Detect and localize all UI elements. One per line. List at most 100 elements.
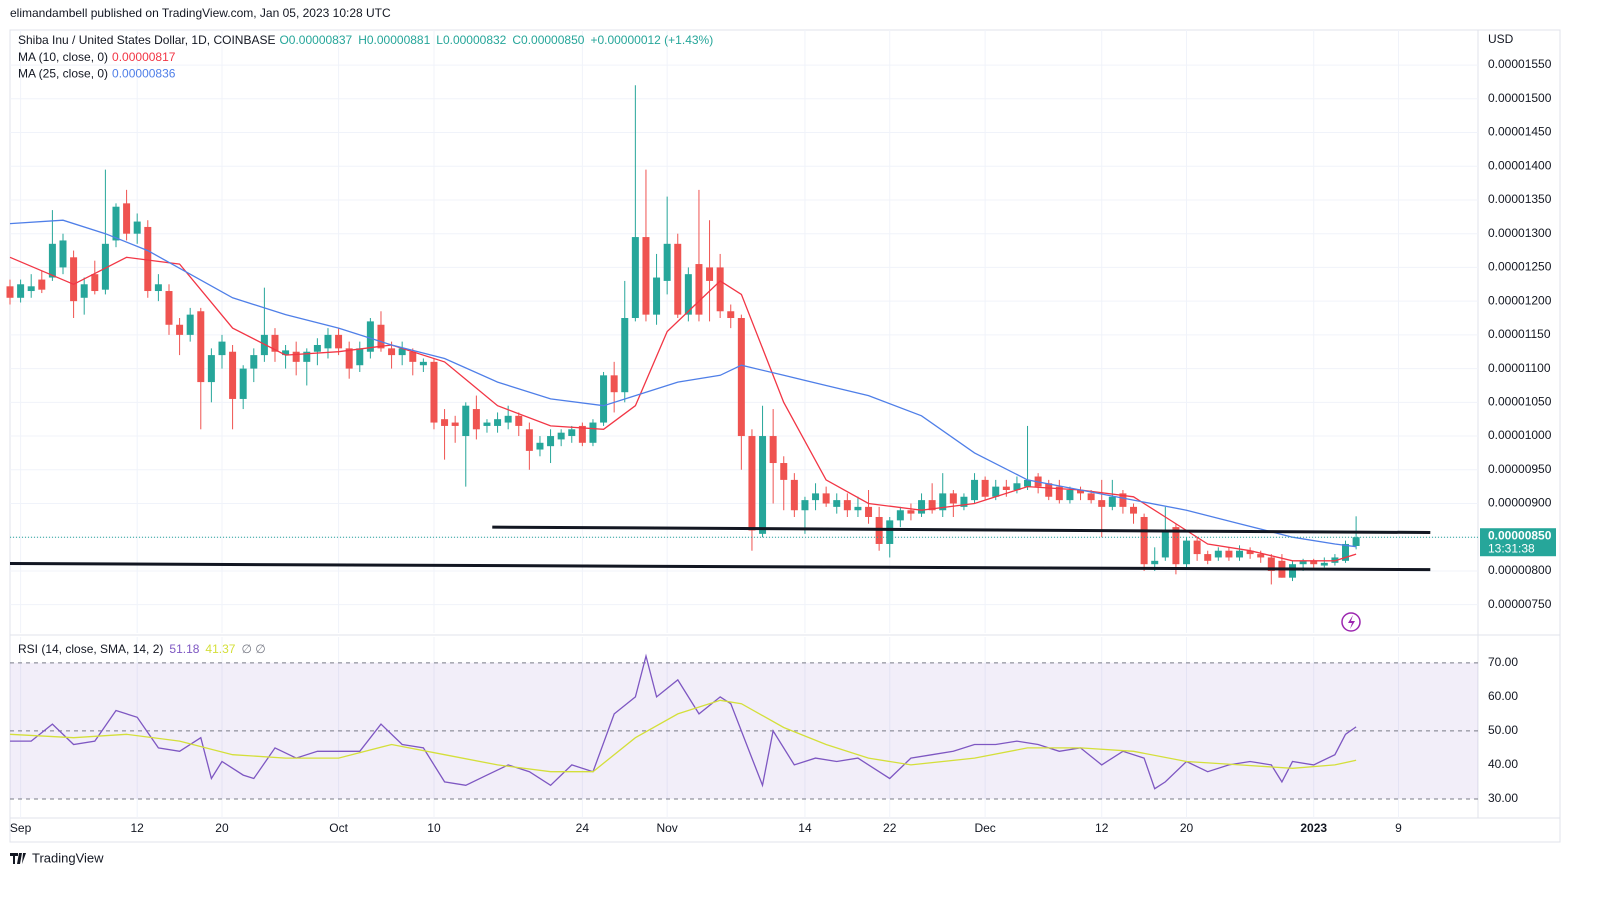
candle-body [282, 350, 290, 356]
brand-logo [10, 853, 26, 864]
candle-body [865, 506, 873, 517]
y-tick-label: 0.00000950 [1488, 462, 1552, 476]
candle-body [123, 203, 131, 234]
candle-body [1193, 540, 1201, 555]
candle-body [631, 237, 639, 319]
candle-body [6, 286, 14, 298]
y-tick-label: 0.00001400 [1488, 158, 1552, 172]
candle-body [1214, 550, 1222, 558]
x-tick-label: Sep [10, 821, 32, 835]
candle-body [843, 500, 851, 511]
candle-body [589, 422, 597, 443]
candle-body [981, 479, 989, 497]
legend-value: O0.00000837 [279, 33, 352, 47]
candle-body [504, 415, 512, 423]
candle-body [663, 243, 671, 281]
candle-body [1267, 557, 1275, 571]
candle-body [154, 284, 162, 292]
candle-body [1055, 486, 1063, 501]
candle-body [1183, 540, 1191, 565]
candle-body [557, 432, 565, 440]
candle-body [1066, 490, 1074, 501]
candle-body [578, 425, 586, 443]
candle-body [515, 415, 523, 426]
candle-body [949, 493, 957, 504]
candle-body [101, 243, 109, 290]
y-tick-label: 0.00001200 [1488, 293, 1552, 307]
candle-body [1140, 516, 1148, 565]
moving-average [9, 256, 1357, 562]
x-tick-label: 2023 [1300, 821, 1327, 835]
candle-body [165, 291, 173, 325]
legend-name: MA (10, close, 0) [18, 50, 108, 64]
x-tick-label: 20 [215, 821, 229, 835]
candle-body [409, 351, 417, 362]
legend-title: RSI (14, close, SMA, 14, 2) [18, 642, 163, 656]
rsi-band [10, 662, 1478, 799]
candle-body [271, 334, 279, 352]
candle-body [197, 311, 205, 383]
candle-body [1299, 560, 1307, 565]
legend-value: +0.00000012 (+1.43%) [590, 33, 713, 47]
candle-body [1002, 486, 1010, 491]
y-tick-label: 0.00001250 [1488, 260, 1552, 274]
trendline [492, 525, 1431, 534]
lightning-icon [1341, 612, 1361, 632]
candle-body [854, 506, 862, 511]
candle-body [38, 279, 46, 290]
candle-body [1236, 550, 1244, 558]
candle-body [971, 479, 979, 501]
candle-body [430, 361, 438, 423]
x-tick-label: 20 [1180, 821, 1194, 835]
candle-body [303, 351, 311, 362]
candle-body [1172, 527, 1180, 565]
rsi-line [9, 699, 1357, 773]
candle-body [27, 286, 35, 292]
candle-body [472, 409, 480, 430]
candle-body [525, 429, 533, 451]
candle-body [1310, 560, 1318, 565]
last-price-label: 0.00000850 [1488, 528, 1552, 542]
legend-title: Shiba Inu / United States Dollar, 1D, CO… [18, 33, 275, 47]
candle-body [1151, 560, 1159, 565]
x-tick-label: Oct [329, 821, 348, 835]
candle-body [398, 348, 406, 356]
candle-body [366, 321, 374, 352]
candle-body [684, 274, 692, 315]
candle-body [345, 348, 353, 369]
candle-body [992, 486, 1000, 497]
candle-body [780, 463, 788, 480]
y-tick-label: 40.00 [1488, 757, 1518, 771]
y-tick-label: 60.00 [1488, 689, 1518, 703]
candle-body [1257, 554, 1265, 558]
candle-body [1342, 543, 1350, 561]
candle-body [695, 264, 703, 315]
candle-body [790, 479, 798, 511]
candle-body [70, 257, 78, 302]
x-tick-label: 12 [131, 821, 145, 835]
y-tick-label: 0.00001350 [1488, 192, 1552, 206]
legend-value: L0.00000832 [436, 33, 506, 47]
candle-body [1225, 550, 1233, 558]
candle-body [1045, 483, 1053, 497]
candle-body [1320, 562, 1328, 566]
candle-body [822, 493, 830, 504]
legend-value: 51.18 [169, 642, 199, 656]
candle-body [59, 240, 67, 268]
candle-body [748, 436, 756, 531]
candle-body [112, 206, 120, 241]
candle-body [483, 422, 491, 426]
candle-body [1098, 500, 1106, 507]
candle-body [939, 493, 947, 511]
candle-body [1246, 550, 1254, 555]
candle-body [229, 351, 237, 399]
x-tick-label: 14 [798, 821, 812, 835]
candle-body [313, 344, 321, 352]
candle-body [706, 267, 714, 281]
candle-body [207, 355, 215, 383]
candle-body [896, 510, 904, 521]
candle-body [48, 243, 56, 278]
countdown: 13:31:38 [1488, 541, 1535, 555]
candle-body [568, 429, 576, 437]
